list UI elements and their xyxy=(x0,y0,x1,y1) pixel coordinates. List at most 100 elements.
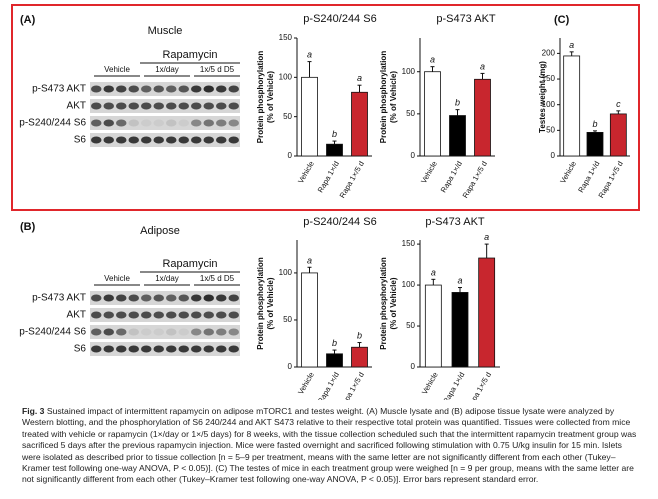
blot-group-label: Rapamycin xyxy=(162,49,217,61)
bar xyxy=(301,272,318,368)
blot-band xyxy=(203,311,214,319)
blot-band xyxy=(153,119,164,127)
blot-band xyxy=(191,294,202,302)
tissue-label: Muscle xyxy=(148,25,183,37)
caption-text: Sustained impact of intermittent rapamyc… xyxy=(22,406,637,485)
lane-label: Vehicle xyxy=(104,65,130,74)
y-tick-label: 0 xyxy=(411,362,416,371)
blot-band xyxy=(203,294,214,302)
x-tick-label: Vehicle xyxy=(558,159,578,184)
x-tick-label: Rapa 1×/5 d xyxy=(461,159,489,199)
blot-band xyxy=(228,119,239,127)
blot-band xyxy=(216,294,227,302)
bar xyxy=(351,346,368,368)
blot-band xyxy=(216,102,227,110)
blot-band xyxy=(128,328,139,336)
y-axis-label: (% of Vehicle) xyxy=(266,71,275,123)
bar xyxy=(478,257,496,368)
chart-title: p-S473 AKT xyxy=(425,216,485,228)
bar xyxy=(609,113,627,157)
blot-band xyxy=(228,328,239,336)
blot-band xyxy=(141,345,152,353)
blot-band xyxy=(116,102,127,110)
blot-band xyxy=(103,294,114,302)
caption-lead: Fig. 3 xyxy=(22,406,45,416)
x-tick-label: Rapa 1×/5 d xyxy=(465,370,493,400)
y-axis-label: (% of Vehicle) xyxy=(389,277,398,329)
blot-band xyxy=(103,119,114,127)
x-tick-label: Rapa 1×/d xyxy=(441,370,466,400)
tissue-label: Adipose xyxy=(140,225,180,237)
y-tick-label: 50 xyxy=(546,125,555,134)
blot-band xyxy=(153,328,164,336)
lane-label: 1x/day xyxy=(155,65,179,74)
highlight-box xyxy=(11,4,640,211)
blot-band xyxy=(191,311,202,319)
bar xyxy=(474,78,491,157)
significance-letter: b xyxy=(592,119,597,129)
blot-band xyxy=(103,102,114,110)
blot-band xyxy=(128,102,139,110)
bar xyxy=(326,143,343,157)
blot-band xyxy=(191,119,202,127)
blot-band xyxy=(166,311,177,319)
blot-band xyxy=(153,85,164,93)
y-tick-label: 100 xyxy=(279,72,293,81)
significance-letter: b xyxy=(357,331,362,341)
blot-row-label: AKT xyxy=(67,310,86,321)
blot-band xyxy=(103,311,114,319)
significance-letter: a xyxy=(430,55,435,65)
blot-band xyxy=(178,328,189,336)
blot-band xyxy=(128,136,139,144)
blot-band xyxy=(166,102,177,110)
lane-label: 1x/5 d D5 xyxy=(200,274,235,283)
y-axis-label: Protein phosphorylation xyxy=(379,257,388,350)
blot-band xyxy=(153,136,164,144)
blot-band xyxy=(141,102,152,110)
blot-band xyxy=(166,119,177,127)
blot-band xyxy=(91,311,102,319)
blot-band xyxy=(128,119,139,127)
caption: Fig. 3 Sustained impact of intermittent … xyxy=(22,406,640,486)
x-tick-label: Rapa 1×/5 d xyxy=(338,370,366,400)
blot-band xyxy=(91,119,102,127)
blot-band xyxy=(103,345,114,353)
bar xyxy=(301,76,318,157)
blot-band xyxy=(141,311,152,319)
blot-band xyxy=(178,311,189,319)
y-tick-label: 0 xyxy=(288,151,293,160)
blot-band xyxy=(91,294,102,302)
blot-band xyxy=(116,311,127,319)
blot-band xyxy=(216,328,227,336)
y-tick-label: 200 xyxy=(542,49,556,58)
panel-label: (A) xyxy=(20,14,36,26)
blot-band xyxy=(91,85,102,93)
x-tick-label: Vehicle xyxy=(296,159,316,184)
y-tick-label: 0 xyxy=(411,151,416,160)
bar xyxy=(449,115,466,157)
blot-band xyxy=(191,345,202,353)
y-axis-label: Protein phosphorylation xyxy=(256,51,265,144)
y-axis-label: Testes weight (mg) xyxy=(538,61,547,133)
blot-band xyxy=(141,294,152,302)
significance-letter: b xyxy=(332,338,337,348)
blot-strip xyxy=(90,308,240,322)
y-tick-label: 100 xyxy=(279,268,293,277)
significance-letter: a xyxy=(431,267,436,277)
y-axis-label: (% of Vehicle) xyxy=(389,71,398,123)
blot-band xyxy=(228,311,239,319)
y-tick-label: 0 xyxy=(288,362,293,371)
blot-band xyxy=(178,345,189,353)
bar xyxy=(586,131,604,157)
blot-band xyxy=(203,119,214,127)
chart-title: p-S240/244 S6 xyxy=(303,216,376,228)
x-tick-label: Rapa 1×/d xyxy=(576,159,601,194)
y-tick-label: 150 xyxy=(402,239,416,248)
blot-band xyxy=(228,85,239,93)
blot-strip xyxy=(90,82,240,96)
bar xyxy=(424,284,442,368)
bar xyxy=(563,55,581,157)
blot-band xyxy=(103,136,114,144)
blot-band xyxy=(116,136,127,144)
